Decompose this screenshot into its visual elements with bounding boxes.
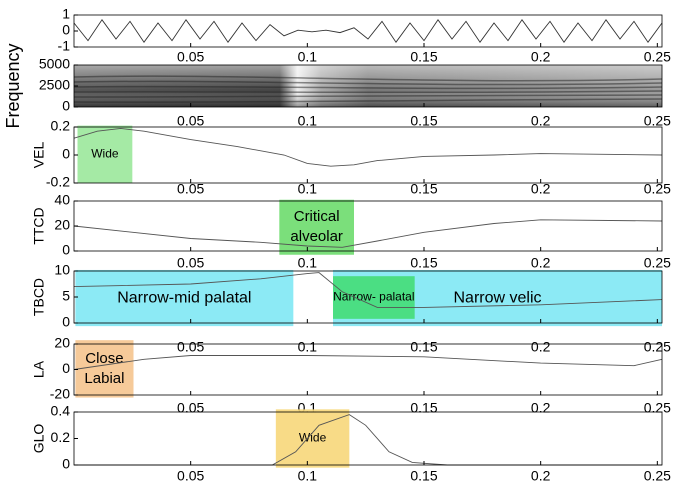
x-tick-label: 0.2 bbox=[531, 468, 551, 484]
x-tick-label: 0.05 bbox=[177, 468, 204, 484]
formant-band bbox=[73, 75, 663, 82]
series-line bbox=[73, 272, 663, 308]
formant-band bbox=[73, 85, 663, 90]
y-tick-label: 0 bbox=[62, 98, 70, 114]
x-tick-label: 0.15 bbox=[410, 339, 437, 355]
gesture-box bbox=[279, 199, 354, 255]
x-tick-label: 0.15 bbox=[410, 113, 437, 129]
y-tick-label: 0.4 bbox=[51, 403, 71, 419]
x-tick-label: 0.1 bbox=[298, 255, 318, 271]
x-tick-label: 0.1 bbox=[298, 181, 318, 197]
x-tick-label: 0.25 bbox=[644, 255, 671, 271]
gesture-label: Close bbox=[85, 350, 123, 367]
x-tick-label: 0.2 bbox=[531, 181, 551, 197]
x-tick-label: 0.1 bbox=[298, 468, 318, 484]
y-tick-label: 20 bbox=[54, 217, 70, 233]
y-axis-label: GLO bbox=[31, 424, 47, 454]
y-axis-label: TBCD bbox=[31, 278, 47, 316]
y-tick-label: -20 bbox=[50, 386, 70, 402]
y-tick-label: 0 bbox=[62, 360, 70, 376]
y-tick-label: 40 bbox=[54, 192, 70, 208]
x-tick-label: 0.05 bbox=[177, 255, 204, 271]
series-line bbox=[73, 19, 663, 43]
series-line bbox=[73, 355, 663, 370]
x-tick-label: 0.15 bbox=[410, 468, 437, 484]
x-tick-label: 0.15 bbox=[410, 49, 437, 65]
series-line bbox=[73, 219, 663, 248]
gesture-label: Wide bbox=[299, 431, 327, 445]
x-tick-label: 0.15 bbox=[410, 400, 437, 416]
y-tick-label: 0.2 bbox=[51, 118, 71, 134]
x-tick-label: 0.05 bbox=[177, 49, 204, 65]
y-axis-label: LA bbox=[31, 360, 47, 378]
x-tick-label: 0.2 bbox=[531, 339, 551, 355]
x-tick-label: 0.1 bbox=[298, 339, 318, 355]
gesture-box bbox=[333, 276, 415, 319]
x-tick-label: 0.1 bbox=[298, 49, 318, 65]
y-tick-label: 2500 bbox=[39, 77, 70, 93]
x-tick-label: 0.15 bbox=[410, 255, 437, 271]
x-tick-label: 0.2 bbox=[531, 400, 551, 416]
gesture-label: Critical bbox=[294, 208, 340, 225]
formant-band bbox=[73, 94, 663, 98]
y-tick-label: 0 bbox=[62, 146, 70, 162]
x-tick-label: 0.25 bbox=[644, 339, 671, 355]
y-axis-label: TTCD bbox=[31, 207, 47, 244]
gesture-box bbox=[77, 125, 133, 183]
y-tick-label: 0 bbox=[62, 456, 70, 472]
y-axis-label: Frequency bbox=[3, 43, 23, 128]
y-tick-label: 20 bbox=[54, 335, 70, 351]
gesture-label: Labial bbox=[84, 370, 124, 387]
x-tick-label: 0.05 bbox=[177, 181, 204, 197]
gesture-label: Narrow velic bbox=[453, 289, 541, 306]
y-tick-label: -1 bbox=[58, 38, 71, 54]
series-line bbox=[73, 127, 663, 167]
y-tick-label: 5000 bbox=[39, 56, 70, 72]
x-tick-label: 0.2 bbox=[531, 255, 551, 271]
x-tick-label: 0.05 bbox=[177, 400, 204, 416]
series-line bbox=[74, 414, 662, 466]
gesture-label: Narrow- palatal bbox=[333, 290, 414, 304]
gesture-box bbox=[75, 340, 134, 398]
x-tick-label: 0.25 bbox=[644, 113, 671, 129]
x-tick-label: 0.1 bbox=[298, 113, 318, 129]
y-tick-label: 10 bbox=[54, 262, 70, 278]
axes-frame bbox=[73, 411, 663, 466]
formant-band bbox=[73, 98, 663, 103]
x-tick-label: 0.2 bbox=[531, 113, 551, 129]
axes-frame bbox=[73, 14, 663, 48]
formant-band bbox=[73, 80, 663, 86]
x-tick-label: 0.25 bbox=[644, 181, 671, 197]
formant-band bbox=[73, 90, 663, 94]
x-tick-label: 0.25 bbox=[644, 49, 671, 65]
x-tick-label: 0.2 bbox=[531, 49, 551, 65]
y-tick-label: 0 bbox=[62, 242, 70, 258]
axes-frame bbox=[73, 126, 663, 184]
x-tick-label: 0.25 bbox=[644, 468, 671, 484]
y-tick-label: 5 bbox=[62, 288, 70, 304]
axes-frame bbox=[73, 343, 663, 396]
gesture-label: Wide bbox=[91, 146, 119, 160]
gesture-label: Narrow-mid palatal bbox=[117, 289, 251, 306]
x-tick-label: 0.05 bbox=[177, 113, 204, 129]
y-tick-label: 0.2 bbox=[51, 429, 71, 445]
axes-frame bbox=[73, 200, 663, 252]
y-tick-label: 1 bbox=[62, 6, 70, 22]
x-tick-label: 0.15 bbox=[410, 181, 437, 197]
x-tick-label: 0.05 bbox=[177, 339, 204, 355]
y-tick-label: 0 bbox=[62, 314, 70, 330]
gesture-label: alveolar bbox=[290, 228, 343, 245]
x-tick-label: 0.25 bbox=[644, 400, 671, 416]
y-axis-label: VEL bbox=[31, 142, 47, 169]
y-tick-label: -0.2 bbox=[46, 174, 70, 190]
y-tick-label: 0 bbox=[62, 22, 70, 38]
